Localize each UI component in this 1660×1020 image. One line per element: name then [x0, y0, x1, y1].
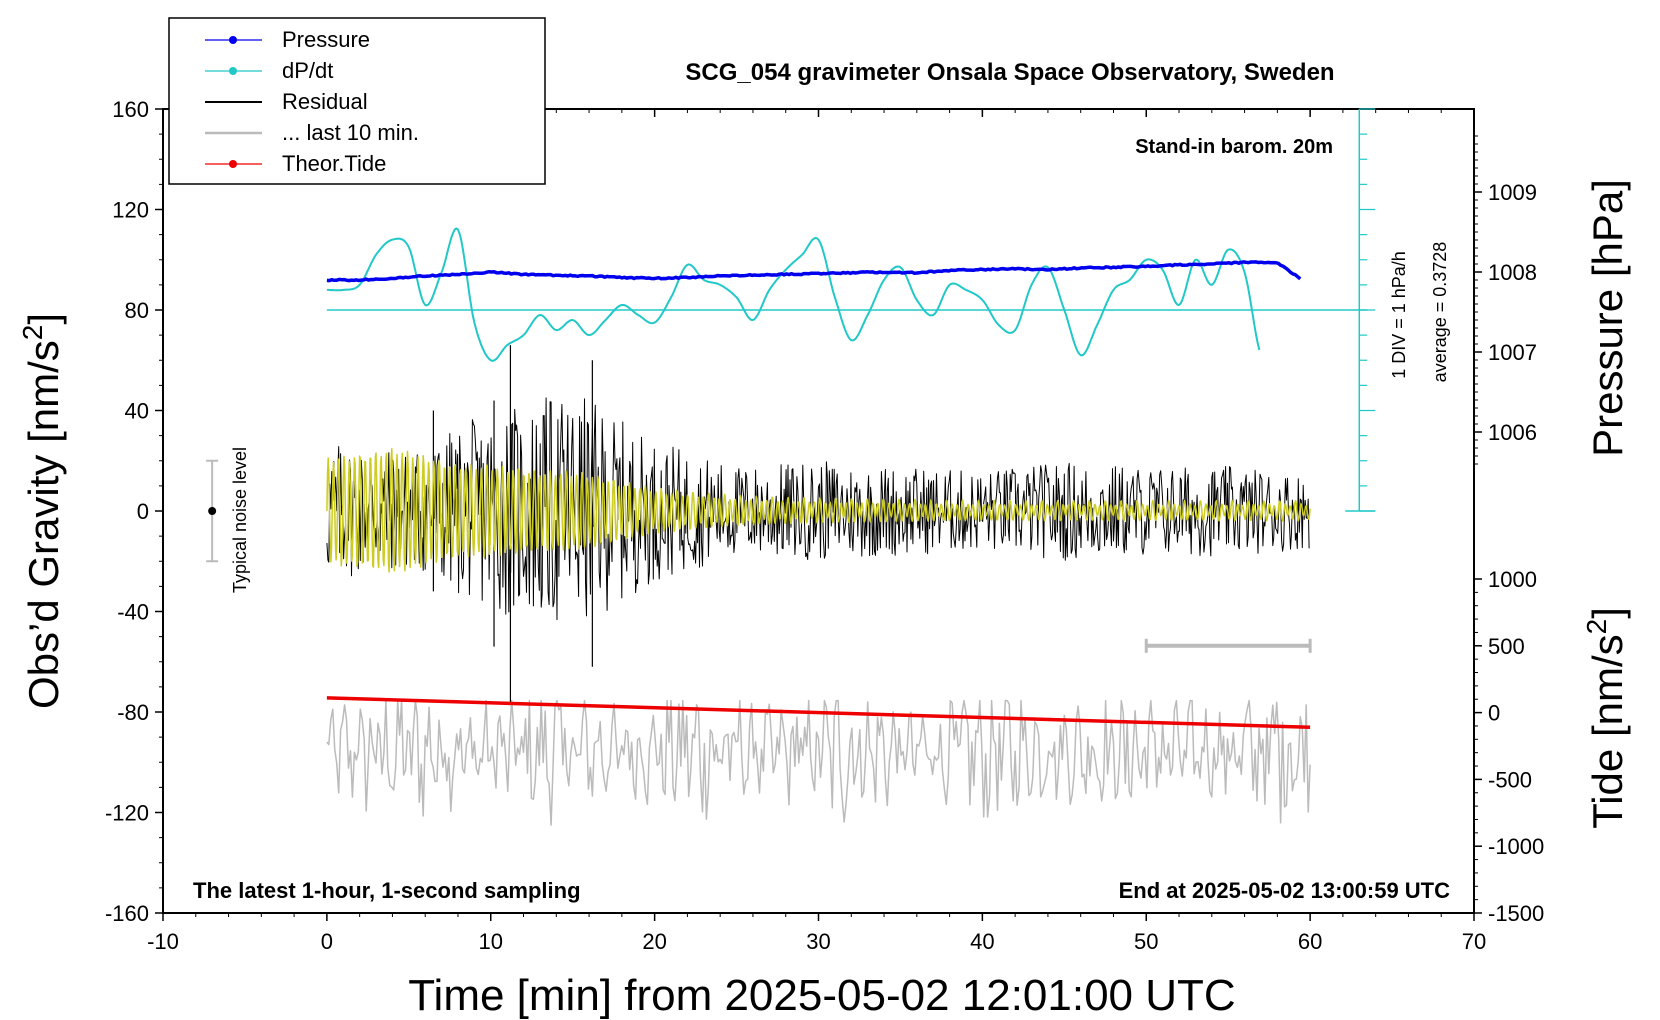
average-note: average = 0.3728 [1430, 242, 1450, 383]
y-tick-label-gravity: -120 [105, 801, 149, 826]
y-axis-label-gravity: Obs’d Gravity [nm/s2] [17, 313, 67, 709]
y-tick-label-tide: -1500 [1488, 901, 1544, 926]
legend-marker [229, 36, 237, 44]
y-axis-label-pressure: Pressure [hPa] [1584, 179, 1631, 457]
last-10-min-trace [326, 699, 1311, 826]
legend-label: Pressure [282, 27, 370, 52]
y-tick-label-pressure: 1006 [1488, 420, 1537, 445]
x-tick-label: 0 [321, 929, 333, 954]
y-tick-label-pressure: 1007 [1488, 340, 1537, 365]
y-axis-label-tide: Tide [nm/s2] [1581, 607, 1631, 829]
y-tick-label-tide: -1000 [1488, 834, 1544, 859]
axes-layer: -10 0 10 20 30 40 50 60 70 160 120 80 40 0 -40 -80 -120 -… [105, 97, 1544, 954]
legend-marker [229, 67, 237, 75]
legend-label: dP/dt [282, 58, 333, 83]
x-tick-label: 40 [970, 929, 994, 954]
sampling-note: The latest 1-hour, 1-second sampling [193, 878, 581, 903]
y-tick-label-gravity: -80 [117, 700, 149, 725]
legend: Pressure dP/dt Residual ... last 10 min. The… [168, 17, 546, 185]
dpdt-curve [326, 227, 1261, 362]
legend-label: ... last 10 min. [282, 120, 419, 145]
noise-level-label: Typical noise level [230, 447, 250, 593]
y-tick-label-gravity: -160 [105, 901, 149, 926]
x-tick-label: 30 [806, 929, 830, 954]
x-axis-label: Time [min] from 2025-05-02 12:01:00 UTC [408, 971, 1235, 1020]
filtered-trace [326, 448, 1311, 573]
div-note: 1 DIV = 1 hPa/h [1389, 251, 1409, 379]
y-tick-label-tide: 1000 [1488, 567, 1537, 592]
y-tick-label-tide: 0 [1488, 701, 1500, 726]
y-tick-label-pressure: 1008 [1488, 260, 1537, 285]
legend-label: Residual [282, 89, 368, 114]
residual-trace [326, 397, 1310, 621]
y-tick-label-gravity: 0 [137, 499, 149, 524]
noise-bar-center [208, 507, 217, 515]
legend-label: Theor.Tide [282, 151, 386, 176]
stand-in-barometer-note: Stand-in barom. 20m [1135, 136, 1333, 158]
end-time-note: End at 2025-05-02 13:00:59 UTC [1119, 878, 1450, 903]
pressure-curve [326, 260, 1302, 283]
x-tick-label: 60 [1298, 929, 1322, 954]
y-tick-label-gravity: 40 [125, 399, 149, 424]
y-tick-label-gravity: 160 [112, 97, 149, 122]
x-tick-label: 50 [1134, 929, 1158, 954]
y-tick-label-gravity: 80 [125, 298, 149, 323]
y-tick-label-gravity: 120 [112, 198, 149, 223]
x-tick-label: 70 [1462, 929, 1486, 954]
y-tick-label-tide: 500 [1488, 634, 1525, 659]
x-tick-label: 20 [642, 929, 666, 954]
x-tick-label: -10 [147, 929, 179, 954]
x-tick-label: 10 [479, 929, 503, 954]
y-tick-label-pressure: 1009 [1488, 180, 1537, 205]
theoretical-tide-line [326, 696, 1311, 730]
legend-marker [229, 160, 237, 168]
chart-title: SCG_054 gravimeter Onsala Space Observat… [685, 59, 1334, 86]
y-tick-label-gravity: -40 [117, 600, 149, 625]
data-layer [206, 108, 1376, 826]
y-tick-label-tide: -500 [1488, 767, 1532, 792]
